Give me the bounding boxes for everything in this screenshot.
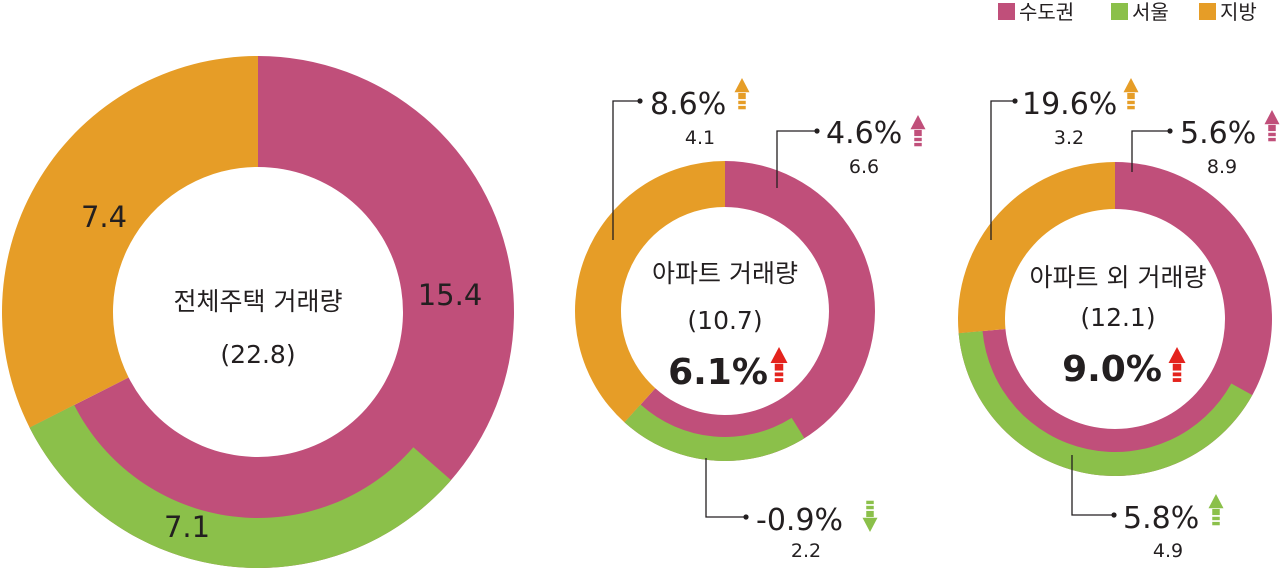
legend-label-metro: 수도권 bbox=[1019, 0, 1074, 24]
arrow-head bbox=[1264, 110, 1280, 125]
up-arrow-icon bbox=[1123, 78, 1139, 110]
callout-seoul-3: 5.8% 4.9 bbox=[1071, 455, 1199, 562]
up-arrow-icon bbox=[1208, 494, 1224, 526]
value-label: 2.2 bbox=[791, 540, 821, 562]
slice-seoul bbox=[29, 405, 452, 569]
leader-dot bbox=[814, 128, 820, 134]
leader-line bbox=[705, 458, 746, 518]
leader-line bbox=[990, 100, 1015, 240]
slice-seoul bbox=[624, 404, 805, 461]
value-label-regional-1: 7.4 bbox=[81, 200, 127, 234]
legend-label-regional: 지방 bbox=[1220, 0, 1257, 24]
value-label: 4.9 bbox=[1153, 540, 1183, 562]
arrow-bar bbox=[774, 372, 784, 377]
leader-dot bbox=[743, 514, 749, 520]
donut-1 bbox=[1, 56, 514, 569]
leader-line bbox=[776, 130, 817, 188]
up-arrow-icon bbox=[770, 347, 788, 382]
slice-metro bbox=[624, 161, 876, 462]
arrow-bar bbox=[1127, 100, 1135, 105]
leader-dot bbox=[1167, 128, 1173, 134]
slice-metro bbox=[29, 56, 514, 568]
up-arrow-icon bbox=[1264, 110, 1280, 142]
change-pct: 5.6% bbox=[1180, 116, 1256, 151]
center-total-1: (22.8) bbox=[220, 340, 295, 369]
callout-regional-2: 8.6% 4.1 bbox=[612, 87, 726, 240]
arrow-bar bbox=[1212, 508, 1220, 516]
center-total-3: (12.1) bbox=[1080, 303, 1155, 332]
leader-line bbox=[1071, 455, 1114, 516]
center-title-1: 전체주택 거래량 bbox=[174, 287, 343, 316]
arrow-bar bbox=[1127, 105, 1135, 110]
up-arrow-icon bbox=[910, 115, 926, 147]
value-label-metro-1: 15.4 bbox=[418, 278, 483, 312]
arrow-bar bbox=[866, 510, 874, 518]
up-arrow-icon bbox=[734, 78, 750, 110]
legend-label-seoul: 서울 bbox=[1132, 0, 1169, 24]
arrow-bar bbox=[866, 500, 874, 505]
slice-regional bbox=[1, 56, 259, 428]
arrow-bar bbox=[1268, 137, 1276, 142]
arrow-bar bbox=[1172, 363, 1182, 371]
arrow-bar bbox=[1127, 92, 1135, 100]
leader-line bbox=[1131, 130, 1170, 172]
arrow-head bbox=[1123, 78, 1139, 93]
value-label: 6.6 bbox=[849, 156, 879, 178]
arrow-bar bbox=[1172, 378, 1182, 382]
leader-dot bbox=[1111, 512, 1117, 518]
down-arrow-icon bbox=[862, 500, 878, 532]
arrow-bar bbox=[1172, 372, 1182, 377]
arrow-head bbox=[1208, 494, 1224, 509]
change-pct: -0.9% bbox=[756, 503, 843, 538]
value-label: 8.9 bbox=[1207, 156, 1237, 178]
arrow-bar bbox=[738, 105, 746, 110]
arrow-bar bbox=[1268, 132, 1276, 137]
change-pct: 5.8% bbox=[1123, 501, 1199, 536]
arrow-bar bbox=[738, 92, 746, 100]
center-title-2: 아파트 거래량 bbox=[652, 259, 798, 288]
slice-metro bbox=[958, 162, 1273, 476]
callout-metro-2: 4.6% 6.6 bbox=[776, 116, 902, 188]
arrow-bar bbox=[866, 505, 874, 510]
legend-swatch-metro bbox=[998, 3, 1015, 20]
arrow-bar bbox=[914, 129, 922, 137]
arrow-bar bbox=[774, 363, 784, 371]
total-change-3: 9.0% bbox=[1062, 349, 1162, 390]
donut-3 bbox=[958, 162, 1273, 476]
value-label: 4.1 bbox=[685, 127, 715, 149]
center-total-2: (10.7) bbox=[687, 306, 762, 335]
center-title-3: 아파트 외 거래량 bbox=[1030, 263, 1207, 292]
callout-metro-3: 5.6% 8.9 bbox=[1131, 116, 1256, 178]
legend-swatch-seoul bbox=[1111, 3, 1128, 20]
leader-line bbox=[612, 100, 640, 240]
value-label: 3.2 bbox=[1054, 127, 1084, 149]
leader-dot bbox=[637, 98, 643, 104]
arrow-bar bbox=[1268, 124, 1276, 132]
arrow-bar bbox=[774, 378, 784, 382]
callout-regional-3: 19.6% 3.2 bbox=[990, 87, 1117, 240]
slice-regional bbox=[958, 162, 1115, 334]
arrow-bar bbox=[738, 100, 746, 105]
arrow-head bbox=[734, 78, 750, 93]
arrow-head bbox=[910, 115, 926, 130]
total-change-2: 6.1% bbox=[668, 352, 768, 393]
up-arrow-icon bbox=[1168, 347, 1186, 382]
change-pct: 8.6% bbox=[650, 87, 726, 122]
arrow-bar bbox=[1212, 516, 1220, 521]
arrow-head bbox=[770, 347, 788, 363]
arrow-head bbox=[862, 517, 878, 532]
slice-seoul bbox=[958, 331, 1253, 476]
leader-dot bbox=[1012, 98, 1018, 104]
arrow-bar bbox=[914, 137, 922, 142]
arrow-bar bbox=[914, 142, 922, 147]
change-pct: 19.6% bbox=[1022, 87, 1117, 122]
arrow-head bbox=[1168, 347, 1186, 363]
legend-swatch-regional bbox=[1199, 3, 1216, 20]
value-label-seoul-1: 7.1 bbox=[164, 510, 210, 544]
callout-seoul-2: -0.9%2.2 bbox=[705, 458, 843, 562]
arrow-bar bbox=[1212, 521, 1220, 526]
change-pct: 4.6% bbox=[826, 116, 902, 151]
